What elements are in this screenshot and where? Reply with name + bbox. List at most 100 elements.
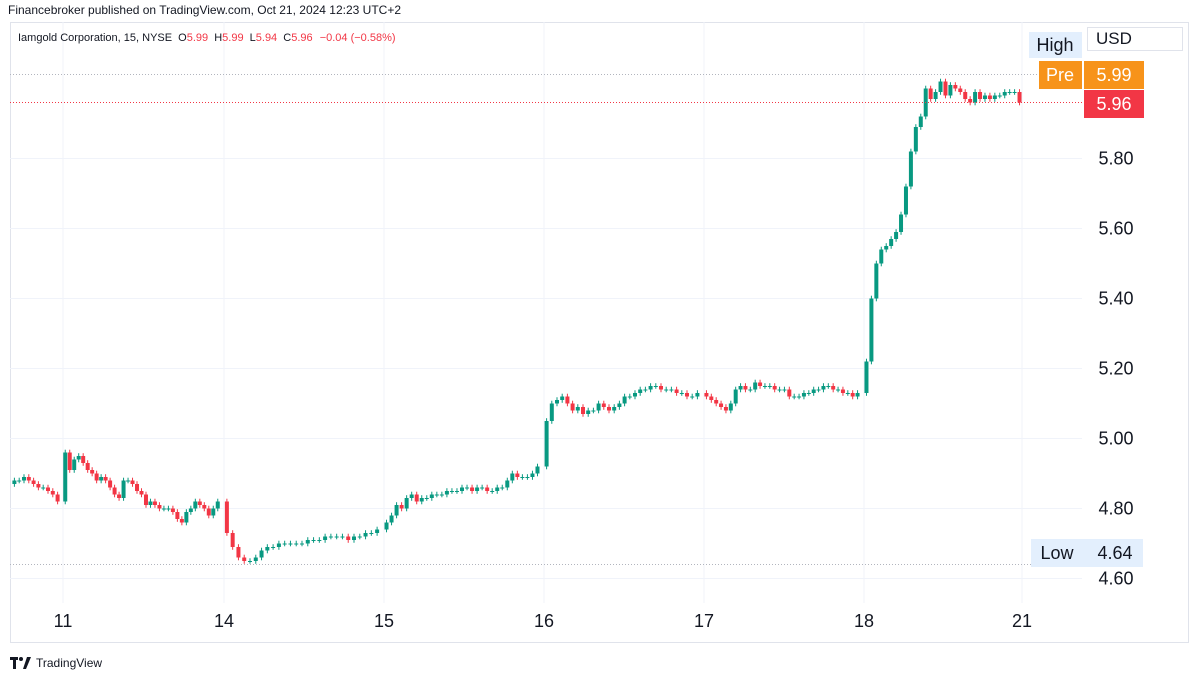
candle-body [987, 95, 992, 99]
candle-body [840, 389, 845, 393]
candle [928, 85, 933, 102]
candle [148, 498, 153, 508]
candle-body [161, 508, 166, 510]
candle [81, 453, 86, 466]
candle-body [470, 487, 475, 491]
candle [328, 533, 333, 540]
candle [953, 82, 958, 92]
candle-body [622, 396, 627, 404]
candle-body [816, 389, 821, 391]
candle-body [894, 232, 899, 239]
candle-body [485, 487, 490, 491]
candle-body [352, 536, 356, 540]
candle-body [690, 396, 695, 398]
last-price-bg [1084, 90, 1144, 118]
candle [197, 498, 202, 508]
candle-body [586, 410, 591, 414]
candle-body [612, 407, 617, 411]
candle [211, 505, 216, 519]
candle [470, 484, 475, 494]
candle-body [465, 487, 470, 489]
candle-body [439, 494, 444, 496]
candle [357, 533, 362, 540]
candle [193, 498, 198, 512]
candle [103, 474, 108, 484]
tradingview-brand: TradingView [36, 656, 103, 670]
candle-body [294, 543, 299, 545]
candle [434, 491, 439, 498]
candle [429, 491, 434, 501]
candle [282, 540, 287, 547]
candle [918, 113, 923, 130]
candle-body [271, 547, 276, 548]
candle-body [864, 361, 869, 393]
candle-body [963, 92, 968, 99]
candle [560, 393, 565, 403]
candle-body [638, 389, 643, 393]
candle-body [973, 92, 978, 103]
candle-body [565, 396, 570, 404]
candle [762, 383, 767, 389]
candle-body [108, 480, 113, 488]
candle-body [617, 403, 622, 407]
candle-body [728, 403, 733, 411]
chart-frame[interactable] [10, 22, 1189, 643]
candle-body [480, 487, 485, 489]
y-tick-label: 5.20 [1098, 359, 1133, 379]
candle [346, 533, 351, 543]
close-value: 5.96 [291, 32, 313, 44]
candle-body [669, 389, 674, 391]
candle-body [899, 214, 904, 232]
candle-body [206, 508, 211, 516]
currency-button[interactable]: USD [1087, 27, 1183, 51]
candle [265, 544, 270, 554]
low-value: 5.94 [255, 32, 278, 44]
candle-body [782, 389, 787, 391]
candle-body [633, 393, 637, 397]
candle [85, 460, 90, 473]
candle [535, 463, 540, 477]
candle [797, 393, 802, 400]
candle [690, 393, 695, 400]
candle [248, 558, 252, 564]
candle-body [143, 494, 148, 505]
symbol-name: Iamgold Corporation, 15, NYSE [18, 32, 173, 44]
candle [728, 400, 733, 414]
candle-body [648, 386, 653, 390]
price-axis: 4.60 4.80 5.00 5.20 5.40 5.60 5.80 [1098, 149, 1133, 589]
candle-body [806, 393, 811, 394]
candle-body [968, 99, 973, 103]
candle-body [126, 480, 131, 482]
candle [369, 530, 374, 536]
candle-body [913, 127, 918, 152]
candle [978, 89, 983, 102]
candle-body [748, 389, 753, 391]
candle-body [1007, 92, 1012, 93]
candle-body [36, 484, 41, 488]
candle [816, 386, 821, 393]
candle-body [193, 501, 198, 509]
high-tag-label: High [1036, 35, 1073, 55]
candle-body [117, 494, 122, 498]
candle-body [821, 386, 826, 390]
candle [55, 491, 60, 505]
candle [943, 78, 948, 99]
candle [485, 484, 490, 494]
candle-body [792, 396, 797, 398]
candle [973, 89, 978, 106]
candle-body [495, 487, 500, 491]
candle-body [953, 85, 958, 89]
candle [801, 390, 806, 400]
candle [879, 246, 884, 267]
candle-body [215, 501, 220, 509]
candle-body [500, 487, 505, 489]
candle-body [928, 88, 933, 99]
candle [714, 397, 719, 407]
candle [90, 467, 95, 477]
candle-body [288, 543, 293, 545]
candle-body [958, 88, 963, 92]
candle-body [714, 400, 719, 404]
candle [117, 491, 122, 501]
y-tick-label: 5.40 [1098, 289, 1133, 309]
